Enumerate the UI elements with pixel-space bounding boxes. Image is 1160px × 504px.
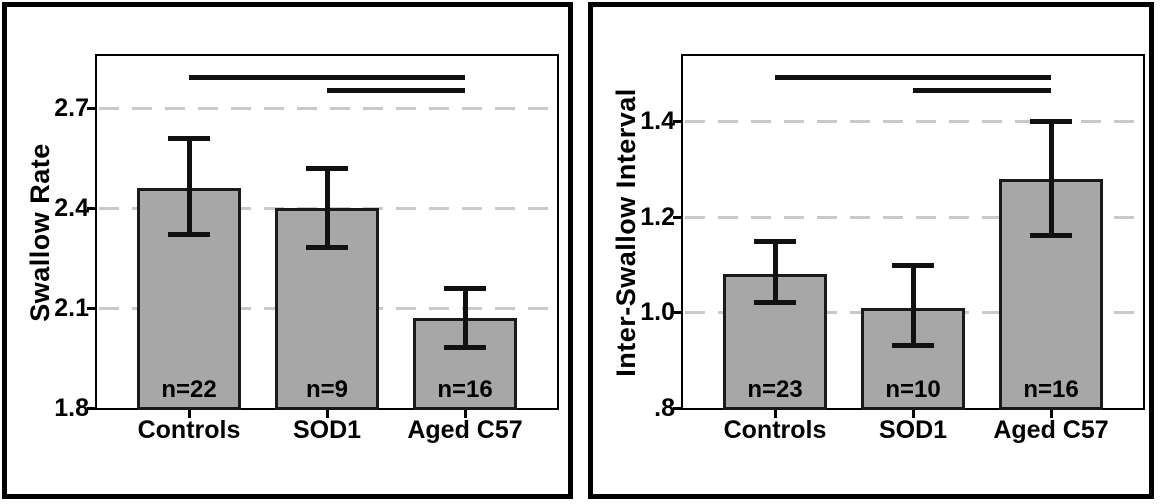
x-tick-label-controls: Controls	[723, 416, 827, 444]
y-tick-label: 2.7	[54, 94, 89, 122]
n-label-aged-c57: n=16	[437, 376, 493, 403]
n-label-controls: n=22	[161, 376, 217, 403]
y-tick-mark	[87, 107, 97, 110]
gridline	[685, 215, 1141, 219]
error-bar-cap-top-sod1	[892, 262, 934, 268]
x-tick-mark	[1050, 410, 1053, 418]
error-bar-line-sod1	[911, 264, 916, 346]
error-bar-cap-bottom-aged-c57	[444, 345, 486, 350]
error-bar-line-aged-c57	[1049, 121, 1054, 237]
significance-line-sod1-vs-aged-c57	[327, 88, 465, 93]
y-tick-label: 1.0	[640, 298, 675, 327]
gridline	[685, 120, 1141, 124]
x-tick-mark	[774, 410, 777, 418]
error-bar-cap-top-controls	[754, 238, 796, 244]
y-tick-label: 1.2	[640, 202, 675, 231]
n-label-sod1: n=10	[885, 376, 941, 403]
y-tick-mark	[673, 120, 683, 124]
n-label-aged-c57: n=16	[1023, 376, 1079, 403]
x-tick-label-aged-c57: Aged C57	[407, 416, 523, 444]
y-tick-label: 2.4	[54, 194, 89, 222]
x-tick-mark	[326, 410, 329, 418]
swallow-rate-chart: Swallow Rate 1.8 2.1 2.4 2.7 n=22 Controls n=9…	[2, 2, 573, 499]
y-tick-mark	[87, 207, 97, 210]
inter-swallow-interval-chart: Inter-Swallow Interval .8 1.0 1.2 1.4 n=23 Co…	[588, 2, 1154, 499]
y-tick-label: 1.4	[640, 107, 675, 136]
y-tick-mark	[87, 307, 97, 310]
y-tick-label: 1.8	[54, 394, 89, 422]
error-bar-line-controls	[187, 138, 192, 235]
error-bar-line-sod1	[325, 168, 330, 248]
error-bar-cap-top-aged-c57	[444, 286, 486, 291]
x-tick-label-sod1: SOD1	[878, 416, 948, 444]
y-tick-mark	[673, 311, 683, 315]
x-tick-mark	[912, 410, 915, 418]
error-bar-line-aged-c57	[463, 288, 468, 348]
error-bar-cap-bottom-controls	[168, 231, 210, 237]
error-bar-cap-top-controls	[168, 136, 210, 141]
x-tick-mark	[464, 410, 467, 418]
error-bar-cap-top-sod1	[306, 166, 348, 171]
significance-line-controls-vs-aged-c57	[189, 75, 465, 80]
error-bar-cap-bottom-aged-c57	[1030, 233, 1072, 239]
n-label-controls: n=23	[747, 376, 803, 403]
x-tick-label-aged-c57: Aged C57	[993, 416, 1109, 444]
significance-line-controls-vs-aged-c57	[775, 75, 1051, 80]
error-bar-cap-top-aged-c57	[1030, 119, 1072, 125]
gridline	[99, 107, 555, 110]
error-bar-line-controls	[773, 240, 778, 303]
x-tick-label-sod1: SOD1	[292, 416, 362, 444]
n-label-sod1: n=9	[305, 376, 349, 403]
x-tick-mark	[188, 410, 191, 418]
y-tick-mark	[673, 407, 683, 410]
error-bar-cap-bottom-sod1	[892, 342, 934, 348]
y-tick-mark	[673, 215, 683, 219]
significance-line-sod1-vs-aged-c57	[913, 88, 1051, 93]
error-bar-cap-bottom-controls	[754, 299, 796, 305]
y-tick-mark	[87, 407, 97, 410]
y-tick-label: .8	[654, 394, 675, 422]
error-bar-cap-bottom-sod1	[306, 245, 348, 250]
y-tick-label: 2.1	[54, 294, 89, 322]
x-tick-label-controls: Controls	[137, 416, 241, 444]
